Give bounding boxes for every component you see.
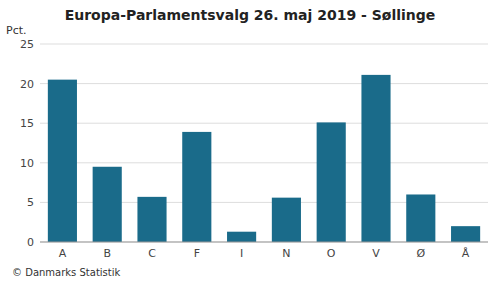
x-tick-label: B: [103, 247, 111, 260]
bar: [317, 122, 346, 242]
x-tick-label: I: [240, 247, 243, 260]
bar: [48, 80, 77, 242]
x-tick-label: C: [148, 247, 156, 260]
grid-line: [40, 44, 488, 45]
y-tick-label: 5: [27, 196, 34, 209]
bar: [272, 198, 301, 242]
x-tick-label: Ø: [416, 247, 425, 260]
bar: [93, 167, 122, 242]
grid-line: [40, 83, 488, 84]
chart-container: Europa-Parlamentsvalg 26. maj 2019 - Søl…: [0, 0, 500, 282]
x-tick-label: O: [327, 247, 336, 260]
bar: [361, 75, 390, 242]
y-tick-label: 0: [27, 236, 34, 249]
bar: [182, 132, 211, 242]
x-axis-line: [40, 242, 488, 243]
y-tick-label: 20: [20, 78, 34, 91]
x-tick-label: F: [194, 247, 200, 260]
chart: Europa-Parlamentsvalg 26. maj 2019 - Søl…: [0, 0, 500, 282]
title: Europa-Parlamentsvalg 26. maj 2019 - Søl…: [65, 7, 436, 23]
grid-line: [40, 242, 488, 243]
grid-line: [40, 123, 488, 124]
grid-line: [40, 162, 488, 163]
y-tick-label: 15: [20, 117, 34, 130]
y-tick-label: 10: [20, 157, 34, 170]
bar: [451, 226, 480, 242]
bar: [227, 232, 256, 242]
x-tick-label: Å: [462, 247, 470, 260]
y-tick-label: 25: [20, 38, 34, 51]
bars: [48, 75, 480, 242]
bar: [137, 197, 166, 242]
x-tick-label: A: [59, 247, 67, 260]
x-tick-label: N: [282, 247, 290, 260]
grid: [40, 44, 488, 242]
x-tick-label: V: [372, 247, 380, 260]
y-axis-label: Pct.: [6, 24, 27, 37]
bar: [406, 194, 435, 242]
footer: © Danmarks Statistik: [12, 267, 121, 278]
